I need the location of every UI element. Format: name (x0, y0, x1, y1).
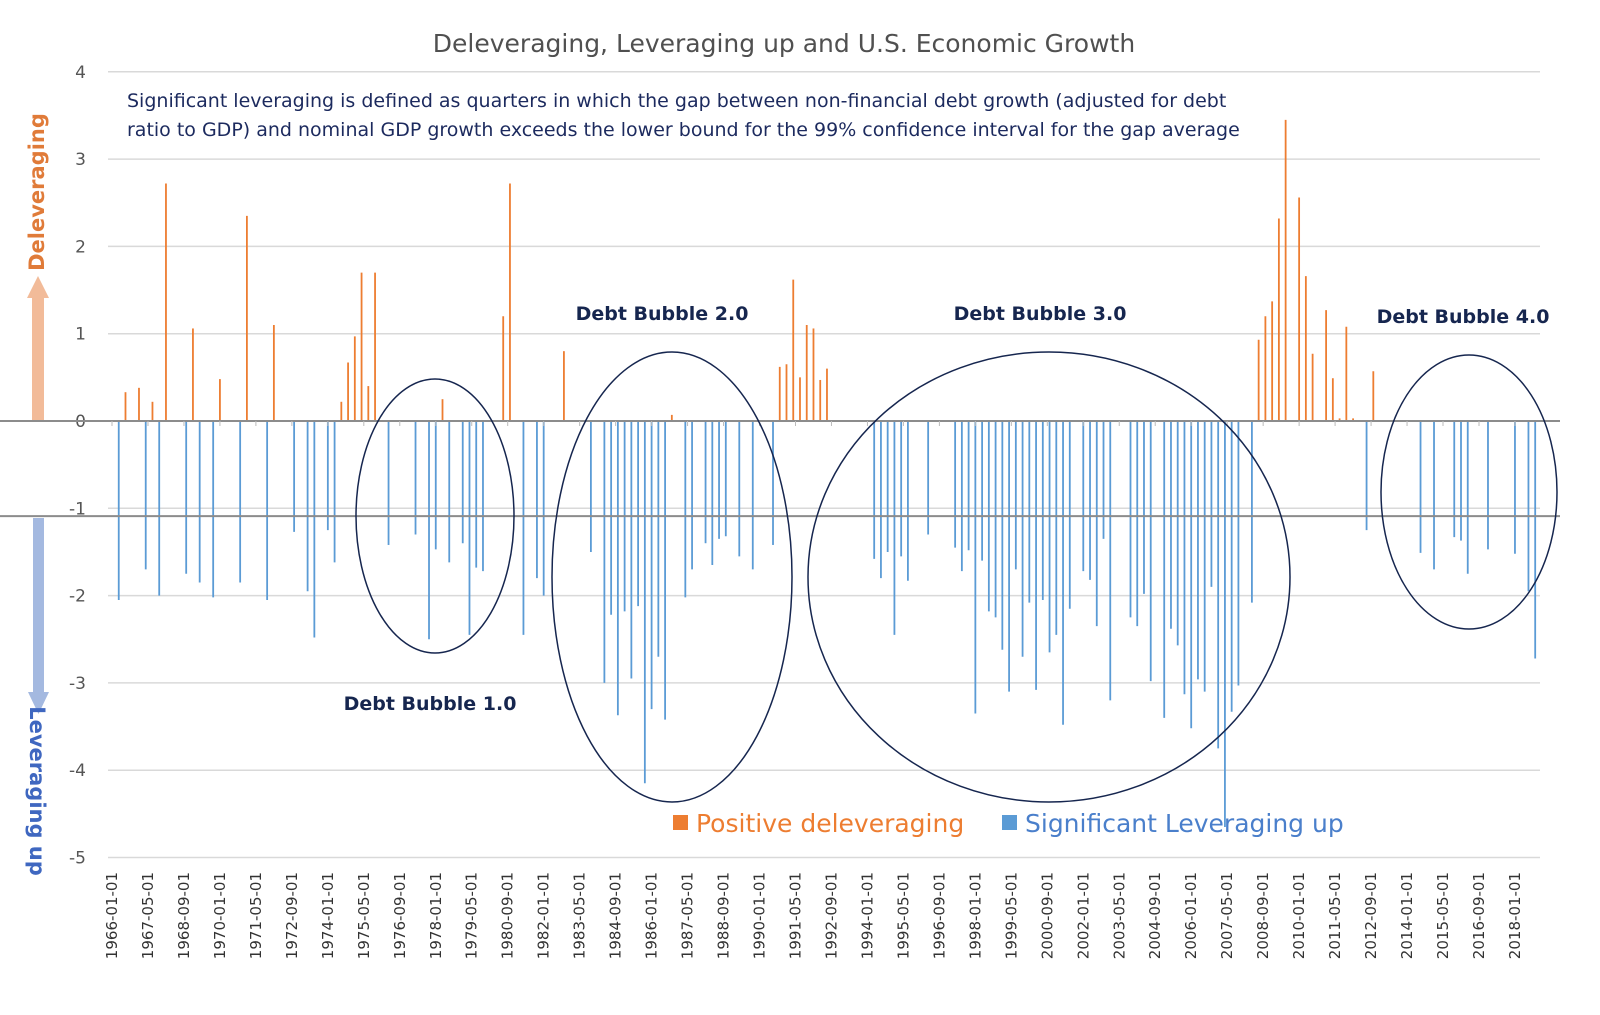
y-tick-label: 4 (75, 63, 86, 83)
y-tick-label: -3 (69, 674, 86, 694)
y-tick-label: 1 (75, 325, 86, 345)
legend-swatch-leveraging (1002, 815, 1017, 830)
x-tick-label: 1998-01-01 (966, 872, 984, 959)
x-tick-label: 1984-09-01 (607, 872, 625, 959)
x-tick-label: 2003-05-01 (1110, 872, 1128, 959)
bubble-4-label: Debt Bubble 4.0 (1377, 306, 1550, 328)
x-tick-label: 1970-01-01 (211, 872, 229, 959)
x-tick-label: 1999-05-01 (1002, 872, 1020, 959)
bubble-1-ellipse (355, 378, 515, 654)
x-tick-label: 2002-01-01 (1074, 872, 1092, 959)
x-tick-label: 1972-09-01 (283, 872, 301, 959)
gridlines (108, 71, 1540, 859)
y-tick-label: -1 (69, 499, 86, 519)
x-tick-label: 1991-05-01 (786, 872, 804, 959)
x-tick-label: 1971-05-01 (247, 872, 265, 959)
x-tick-label: 1983-05-01 (571, 872, 589, 959)
x-tick-label: 2010-01-01 (1290, 872, 1308, 959)
bubble-2-ellipse (551, 351, 793, 803)
bubble-3-ellipse (807, 351, 1291, 803)
x-tick-label: 2014-01-01 (1398, 872, 1416, 959)
y-tick-label: -4 (69, 761, 86, 781)
x-tick-label: 1974-01-01 (319, 872, 337, 959)
bars (117, 119, 1537, 827)
x-tick-label: 2008-09-01 (1254, 872, 1272, 959)
x-tick-label: 2007-05-01 (1218, 872, 1236, 959)
x-tick-label: 1976-09-01 (391, 872, 409, 959)
bubble-2-label: Debt Bubble 2.0 (576, 303, 749, 325)
bubble-3-label: Debt Bubble 3.0 (954, 303, 1127, 325)
deleveraging-side-label: Deleveraging (25, 113, 49, 271)
x-tick-label: 2011-05-01 (1326, 872, 1344, 959)
x-tick-label: 2015-05-01 (1434, 872, 1452, 959)
axis-lines (0, 420, 1560, 518)
y-tick-labels: 43210-1-2-3-4-5 (69, 63, 86, 869)
x-tick-label: 1986-01-01 (643, 872, 661, 959)
x-tick-label: 2018-01-01 (1506, 872, 1524, 959)
x-tick-label: 1987-05-01 (679, 872, 697, 959)
y-tick-label: 3 (75, 150, 86, 170)
x-tick-label: 1992-09-01 (822, 872, 840, 959)
y-tick-label: -5 (69, 849, 86, 869)
bubble-4-ellipse (1380, 354, 1558, 630)
x-tick-label: 1979-05-01 (463, 872, 481, 959)
up-arrow-icon (27, 276, 49, 420)
x-tick-label: 1982-01-01 (535, 872, 553, 959)
x-tick-label: 1968-09-01 (175, 872, 193, 959)
x-tick-label: 2016-09-01 (1470, 872, 1488, 959)
note-line-2: ratio to GDP) and nominal GDP growth exc… (127, 119, 1240, 141)
y-tick-label: 2 (75, 237, 86, 257)
chart-title: Deleveraging, Leveraging up and U.S. Eco… (433, 29, 1135, 58)
legend-label-deleveraging: Positive deleveraging (696, 809, 964, 838)
leveraging-side-label: Leveraging up (25, 706, 49, 876)
x-tick-label: 1978-01-01 (427, 872, 445, 959)
x-tick-label: 1967-05-01 (139, 872, 157, 959)
bubble-1-label: Debt Bubble 1.0 (344, 693, 517, 715)
x-tick-label: 1996-09-01 (930, 872, 948, 959)
x-tick-label: 1995-05-01 (894, 872, 912, 959)
legend-label-leveraging: Significant Leveraging up (1025, 809, 1344, 838)
x-tick-label: 1980-09-01 (499, 872, 517, 959)
x-tick-label: 2006-01-01 (1182, 872, 1200, 959)
x-tick-labels: 1966-01-01 1967-05-01 1968-09-01 1970-01-01… (103, 421, 1524, 959)
legend-swatch-deleveraging (673, 815, 688, 830)
y-tick-label: -2 (69, 587, 86, 607)
x-tick-label: 2000-09-01 (1038, 872, 1056, 959)
x-tick-label: 2012-09-01 (1362, 872, 1380, 959)
x-tick-label: 1990-01-01 (751, 872, 769, 959)
x-tick-label: 1994-01-01 (858, 872, 876, 959)
down-arrow-icon (28, 518, 49, 714)
x-tick-label: 2004-09-01 (1146, 872, 1164, 959)
x-tick-label: 1988-09-01 (715, 872, 733, 959)
x-tick-label: 1975-05-01 (355, 872, 373, 959)
x-tick-label: 1966-01-01 (103, 872, 121, 959)
note-line-1: Significant leveraging is defined as qua… (127, 90, 1226, 112)
